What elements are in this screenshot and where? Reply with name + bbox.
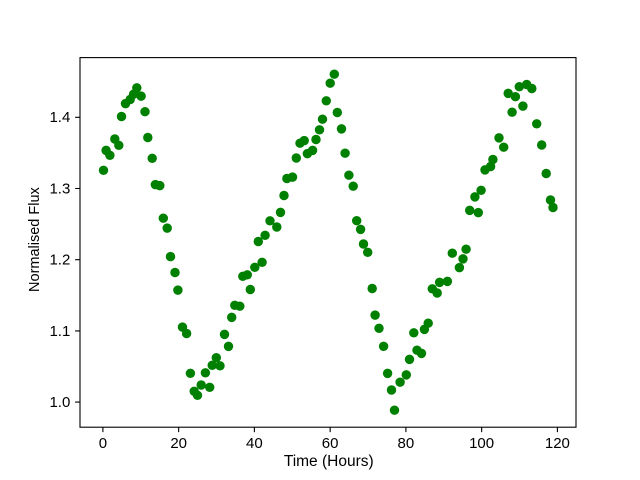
svg-text:60: 60 [322, 435, 339, 452]
svg-text:1.1: 1.1 [49, 323, 70, 340]
svg-text:80: 80 [398, 435, 415, 452]
svg-text:20: 20 [170, 435, 187, 452]
svg-text:1.3: 1.3 [49, 180, 70, 197]
svg-text:0: 0 [99, 435, 107, 452]
svg-text:1.2: 1.2 [49, 252, 70, 269]
svg-text:Normalised Flux: Normalised Flux [27, 186, 43, 291]
svg-text:120: 120 [545, 435, 570, 452]
svg-text:1.4: 1.4 [49, 109, 70, 126]
svg-text:1.0: 1.0 [49, 394, 70, 411]
svg-text:40: 40 [246, 435, 263, 452]
svg-text:Time (Hours): Time (Hours) [284, 453, 374, 470]
svg-text:100: 100 [469, 435, 494, 452]
